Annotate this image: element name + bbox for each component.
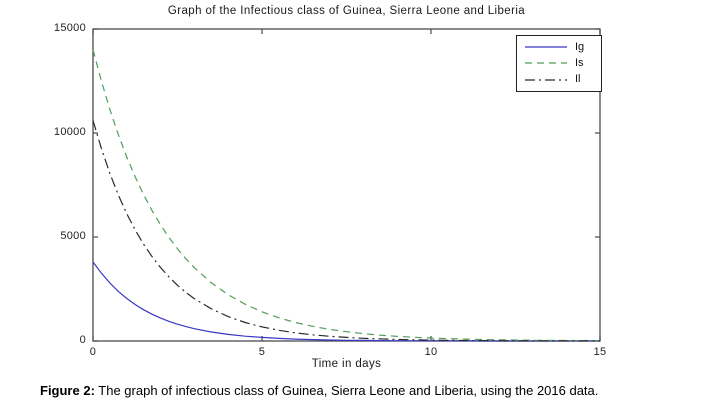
- x-tick-label: 15: [593, 346, 607, 358]
- x-tick-label: 5: [258, 346, 266, 358]
- legend-label-Ig: Ig: [575, 40, 585, 53]
- x-axis-label: Time in days: [311, 358, 382, 370]
- caption-prefix: Figure 2:: [40, 383, 95, 398]
- plot-border: [92, 28, 601, 342]
- caption-text: The graph of infectious class of Guinea,…: [94, 383, 599, 398]
- legend-item-Il: Il: [523, 74, 601, 85]
- y-tick-label: 5000: [60, 230, 86, 242]
- legend-line-sample-Is: [525, 62, 567, 65]
- plot-area: [92, 28, 601, 342]
- x-tick-label: 0: [89, 346, 97, 358]
- legend-item-Ig: Ig: [523, 40, 601, 53]
- legend-item-Is: Is: [523, 56, 601, 69]
- legend-line-sample-Il: [525, 79, 567, 81]
- series-line-Ig: [92, 261, 600, 342]
- figure-caption: Figure 2: The graph of infectious class …: [40, 383, 598, 398]
- x-tick-label: 10: [424, 346, 438, 358]
- legend-line-sample-Ig: [525, 46, 567, 48]
- series-line-Il: [92, 120, 600, 342]
- legend-label-Is: Is: [575, 56, 584, 69]
- y-tick-label: 0: [79, 334, 86, 346]
- chart-title: Graph of the Infectious class of Guinea,…: [167, 5, 526, 17]
- y-tick-label: 15000: [53, 22, 86, 34]
- series-line-Is: [92, 49, 601, 342]
- legend-label-Il: Il: [575, 73, 581, 86]
- legend: Ig Is Il: [516, 35, 602, 92]
- y-tick-label: 10000: [53, 126, 86, 138]
